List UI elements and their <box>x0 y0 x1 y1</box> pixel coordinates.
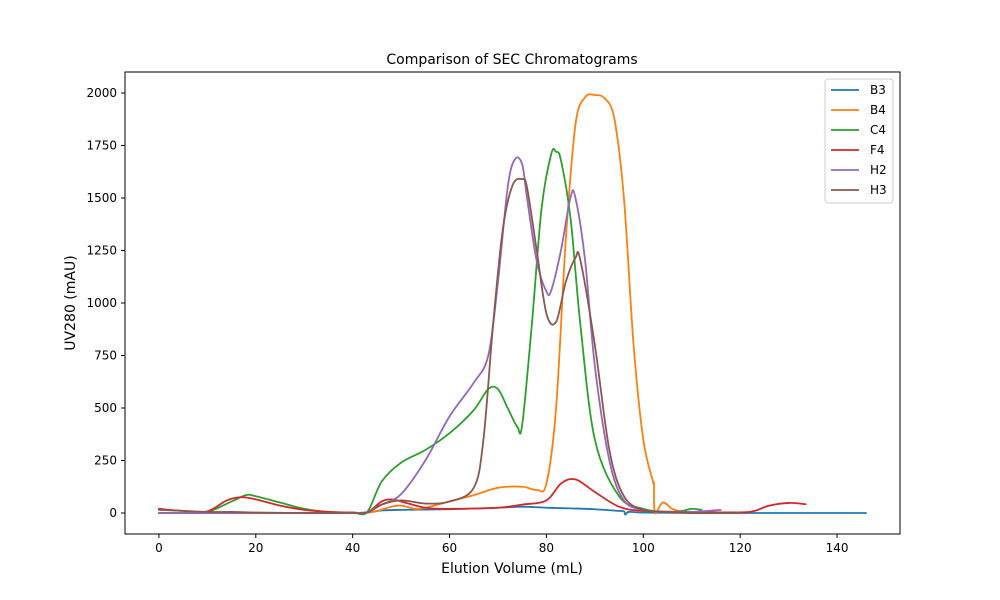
legend-label-b3: B3 <box>870 83 886 97</box>
x-tick-label: 20 <box>248 541 263 555</box>
x-tick-label: 80 <box>539 541 554 555</box>
x-tick-label: 120 <box>729 541 752 555</box>
series-line-h3 <box>158 177 742 515</box>
x-tick-label: 140 <box>826 541 849 555</box>
y-tick-label: 1000 <box>86 296 117 310</box>
y-tick-label: 1250 <box>86 244 117 258</box>
x-tick-label: 60 <box>442 541 457 555</box>
y-tick-label: 1500 <box>86 191 117 205</box>
legend-label-f4: F4 <box>870 143 885 157</box>
x-tick-label: 100 <box>632 541 655 555</box>
series-line-b4 <box>158 93 703 515</box>
x-tick-label: 40 <box>345 541 360 555</box>
y-tick-label: 250 <box>94 454 117 468</box>
y-tick-label: 500 <box>94 401 117 415</box>
chart-title: Comparison of SEC Chromatograms <box>386 52 637 68</box>
y-tick-label: 0 <box>109 506 117 520</box>
x-tick-label: 0 <box>155 541 163 555</box>
x-axis: 0 20 40 60 80 100 120 140 <box>155 534 848 555</box>
legend: B3 B4 C4 F4 H2 H3 <box>824 78 894 204</box>
y-axis: 0 250 500 750 1000 1250 1500 1750 2000 <box>86 86 125 520</box>
y-axis-label: UV280 (mAU) <box>63 255 79 350</box>
series-layer <box>158 93 867 516</box>
y-tick-label: 750 <box>94 349 117 363</box>
y-tick-label: 2000 <box>86 86 117 100</box>
legend-label-h3: H3 <box>870 183 887 197</box>
series-line-c4 <box>158 147 703 516</box>
legend-label-h2: H2 <box>870 163 887 177</box>
legend-label-c4: C4 <box>870 123 886 137</box>
y-tick-label: 1750 <box>86 139 117 153</box>
legend-label-b4: B4 <box>870 103 886 117</box>
x-axis-label: Elution Volume (mL) <box>441 561 583 577</box>
